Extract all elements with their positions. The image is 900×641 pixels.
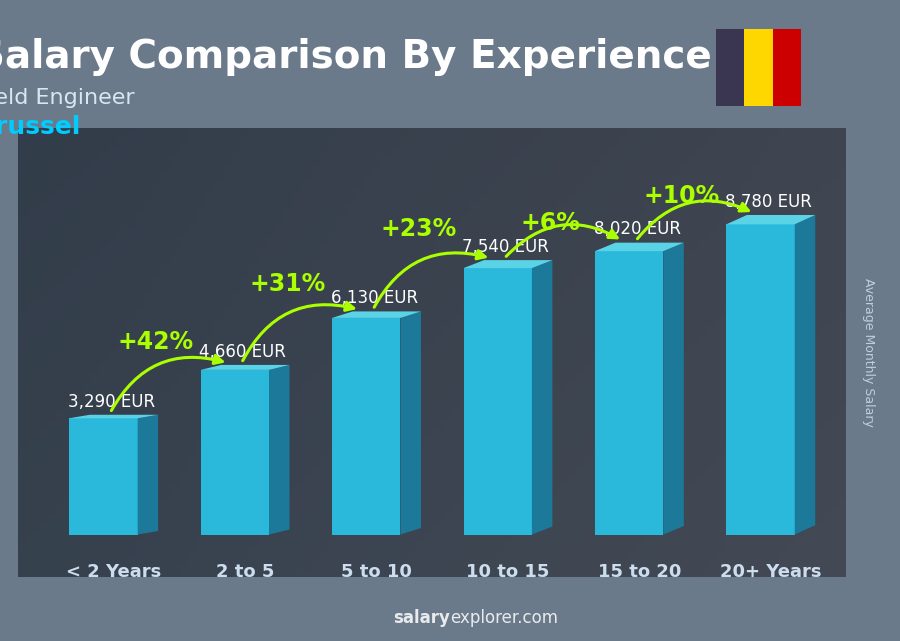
Text: 8,780 EUR: 8,780 EUR bbox=[725, 193, 812, 211]
Text: 15 to 20: 15 to 20 bbox=[598, 563, 681, 581]
Polygon shape bbox=[201, 365, 290, 370]
Bar bbox=[744, 29, 772, 106]
Bar bbox=[332, 318, 400, 535]
Bar bbox=[464, 268, 532, 535]
Text: 3,290 EUR: 3,290 EUR bbox=[68, 392, 155, 410]
Bar bbox=[772, 29, 801, 106]
Polygon shape bbox=[332, 312, 421, 318]
Text: 8,020 EUR: 8,020 EUR bbox=[594, 221, 680, 238]
Bar bbox=[716, 29, 744, 106]
Text: 10 to 15: 10 to 15 bbox=[466, 563, 550, 581]
Text: Field Engineer: Field Engineer bbox=[0, 88, 134, 108]
Text: 2 to 5: 2 to 5 bbox=[216, 563, 274, 581]
Polygon shape bbox=[464, 260, 553, 268]
Bar bbox=[726, 224, 795, 535]
Text: 6,130 EUR: 6,130 EUR bbox=[331, 289, 418, 307]
Text: +10%: +10% bbox=[644, 183, 720, 208]
Text: explorer.com: explorer.com bbox=[450, 609, 558, 627]
Text: +42%: +42% bbox=[118, 329, 194, 354]
Polygon shape bbox=[663, 243, 684, 535]
Polygon shape bbox=[69, 415, 158, 419]
Text: 5 to 10: 5 to 10 bbox=[341, 563, 412, 581]
Text: salary: salary bbox=[393, 609, 450, 627]
Polygon shape bbox=[269, 365, 290, 535]
Text: +6%: +6% bbox=[520, 212, 580, 235]
Text: 7,540 EUR: 7,540 EUR bbox=[463, 238, 549, 256]
Text: 4,660 EUR: 4,660 EUR bbox=[200, 343, 286, 361]
Text: Brussel: Brussel bbox=[0, 115, 81, 138]
Text: +31%: +31% bbox=[249, 272, 326, 296]
Polygon shape bbox=[532, 260, 553, 535]
Bar bbox=[595, 251, 663, 535]
Text: 20+ Years: 20+ Years bbox=[720, 563, 822, 581]
Bar bbox=[69, 419, 138, 535]
Text: < 2 Years: < 2 Years bbox=[66, 563, 161, 581]
Bar bbox=[201, 370, 269, 535]
Text: Salary Comparison By Experience: Salary Comparison By Experience bbox=[0, 38, 711, 76]
Polygon shape bbox=[795, 215, 815, 535]
Text: +23%: +23% bbox=[381, 217, 457, 241]
Polygon shape bbox=[138, 415, 158, 535]
Text: Average Monthly Salary: Average Monthly Salary bbox=[862, 278, 875, 427]
Polygon shape bbox=[726, 215, 815, 224]
Polygon shape bbox=[400, 312, 421, 535]
Polygon shape bbox=[595, 243, 684, 251]
